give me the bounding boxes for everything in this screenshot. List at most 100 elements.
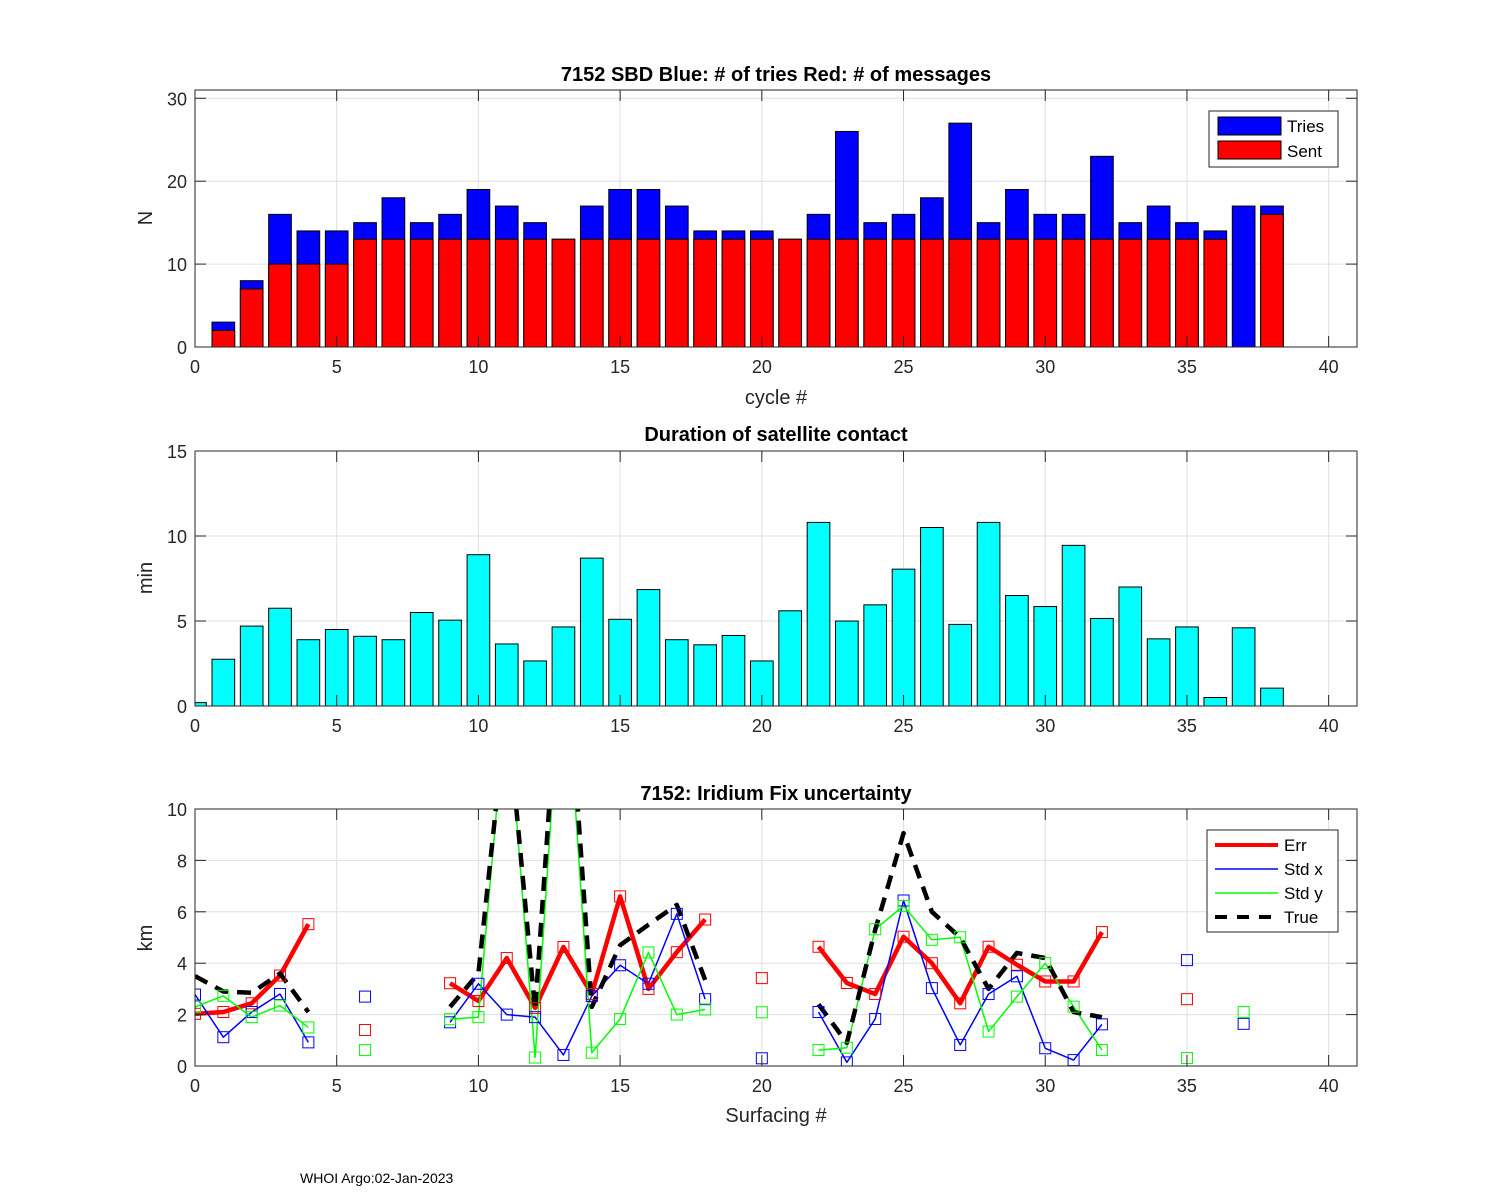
bar-duration bbox=[296, 639, 321, 706]
x-tick-label: 15 bbox=[610, 1076, 630, 1096]
bar-duration bbox=[211, 658, 236, 706]
bar-duration bbox=[523, 660, 547, 706]
marker-std-y bbox=[642, 946, 655, 959]
y-tick-label: 10 bbox=[167, 255, 187, 275]
bar-duration bbox=[579, 557, 604, 706]
y-tick-label: 0 bbox=[177, 697, 187, 717]
bar-duration bbox=[438, 619, 462, 706]
bar-sent bbox=[551, 238, 576, 347]
bar-duration bbox=[664, 639, 689, 706]
y-tick-label: 15 bbox=[167, 442, 187, 462]
x-tick-label: 15 bbox=[610, 716, 630, 736]
bar-sent bbox=[920, 238, 944, 347]
x-tick-label: 30 bbox=[1035, 357, 1055, 377]
x-tick-label: 5 bbox=[332, 1076, 342, 1096]
marker-std-y bbox=[1010, 990, 1023, 1003]
bar-sent bbox=[1033, 238, 1058, 347]
subplot-duration: Duration of satellite contact 0 5 10 15 20 25… bbox=[135, 424, 1358, 736]
bar-duration bbox=[324, 629, 349, 706]
x-tick-label: 35 bbox=[1177, 357, 1197, 377]
marker-std-y bbox=[954, 931, 967, 944]
ticks: 0 5 10 15 20 25 30 35 40 0 2 4 6 8 10 bbox=[167, 800, 1357, 1096]
bar-sent bbox=[778, 238, 803, 347]
bar-sent bbox=[664, 238, 689, 347]
marker-std-y bbox=[529, 1051, 542, 1064]
axes-frame bbox=[194, 89, 1358, 348]
marker-std-x bbox=[217, 1031, 230, 1044]
legend: Err Std x Std y True bbox=[1206, 829, 1339, 933]
bar-duration bbox=[494, 643, 519, 706]
marker-err bbox=[245, 997, 258, 1010]
bar-sent bbox=[891, 238, 916, 347]
bar-duration bbox=[381, 639, 406, 706]
x-tick-label: 0 bbox=[190, 357, 200, 377]
marker-err bbox=[1095, 926, 1108, 939]
axes-frame bbox=[194, 450, 1358, 707]
ticks: 0 5 10 15 20 25 30 35 40 0 5 10 15 bbox=[167, 442, 1357, 736]
bar-sent bbox=[1061, 238, 1086, 347]
x-tick-label: 20 bbox=[752, 716, 772, 736]
series-line-err bbox=[816, 930, 1104, 1006]
series-line-std-x bbox=[817, 899, 1103, 1064]
grid bbox=[194, 808, 1357, 1067]
marker-std-x bbox=[1095, 1018, 1108, 1031]
marker-std-x bbox=[614, 959, 627, 972]
marker-std-y bbox=[869, 923, 882, 936]
marker-std-x bbox=[585, 990, 598, 1003]
bar-duration bbox=[1033, 606, 1058, 706]
y-axis-label: km bbox=[135, 925, 157, 952]
bar-duration bbox=[1175, 626, 1199, 706]
bar-sent bbox=[721, 238, 746, 347]
bar-duration bbox=[1090, 617, 1114, 706]
marker-std-y bbox=[840, 1041, 853, 1054]
bars bbox=[211, 122, 1284, 347]
bar-sent bbox=[835, 238, 859, 347]
y-tick-label: 10 bbox=[167, 527, 187, 547]
bar-sent bbox=[693, 238, 717, 347]
x-tick-label: 30 bbox=[1035, 1076, 1055, 1096]
bar-sent bbox=[976, 238, 1001, 347]
bar-duration bbox=[863, 604, 888, 706]
chart-title: 7152: Iridium Fix uncertainty bbox=[640, 783, 912, 805]
bar-sent bbox=[1203, 238, 1228, 347]
marker-err bbox=[699, 913, 712, 926]
marker-std-x bbox=[302, 1036, 315, 1049]
bar-sent bbox=[608, 238, 632, 347]
marker-std-y bbox=[925, 933, 938, 946]
y-tick-label: 4 bbox=[177, 954, 187, 974]
marker-err bbox=[840, 976, 853, 989]
marker-std-y bbox=[1067, 1000, 1080, 1013]
legend-label-sent: Sent bbox=[1287, 142, 1322, 161]
marker-std-y bbox=[472, 1011, 485, 1024]
marker-std-y bbox=[812, 1044, 825, 1057]
marker-std-y bbox=[614, 1012, 627, 1025]
bar-duration bbox=[409, 612, 434, 706]
marker-std-y bbox=[195, 1000, 201, 1013]
marker-err bbox=[869, 988, 882, 1001]
bar-sent bbox=[948, 238, 973, 347]
bar-duration bbox=[1231, 627, 1256, 706]
bar-duration bbox=[749, 660, 774, 706]
series-line-err bbox=[195, 923, 311, 1017]
chart-title: Duration of satellite contact bbox=[644, 424, 908, 446]
bar-sent bbox=[409, 238, 434, 347]
bar-duration bbox=[636, 589, 661, 706]
bar-sent bbox=[806, 238, 831, 347]
marker-std-x bbox=[925, 982, 938, 995]
marker-err bbox=[755, 972, 768, 985]
marker-err bbox=[670, 946, 683, 959]
y-tick-label: 6 bbox=[177, 903, 187, 923]
bars bbox=[195, 521, 1284, 706]
bar-sent bbox=[239, 288, 264, 347]
bar-sent bbox=[353, 238, 377, 347]
marker-err bbox=[954, 997, 967, 1010]
series-line-true bbox=[448, 809, 708, 1012]
marker-err bbox=[982, 940, 995, 953]
marker-std-x bbox=[274, 988, 287, 1001]
marker-std-y bbox=[699, 1003, 712, 1016]
series-line-std-x bbox=[449, 913, 706, 1056]
x-axis-label: cycle # bbox=[745, 387, 808, 409]
y-tick-label: 5 bbox=[177, 612, 187, 632]
subplot-tries-sent: 7152 SBD Blue: # of tries Red: # of mess… bbox=[135, 64, 1358, 409]
marker-std-x bbox=[1039, 1042, 1052, 1055]
